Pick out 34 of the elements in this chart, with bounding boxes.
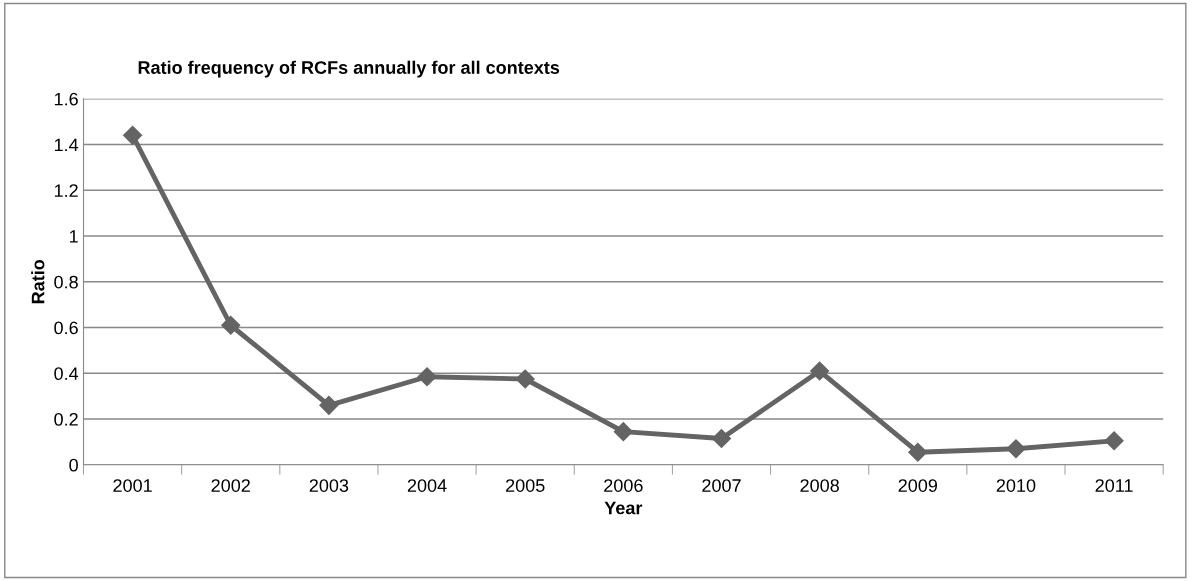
x-tick-label: 2006 bbox=[604, 479, 643, 492]
point bbox=[613, 422, 633, 442]
x-tick-label: 2010 bbox=[996, 479, 1036, 492]
x-tick-label: 2004 bbox=[407, 479, 447, 492]
x-tick-label: 2001 bbox=[113, 479, 152, 492]
y-tick-label: 1 bbox=[69, 230, 78, 243]
y-tick-label: 0.2 bbox=[54, 412, 78, 426]
y-tick-label: 1.4 bbox=[54, 138, 79, 152]
x-tick-label: 2003 bbox=[309, 479, 349, 492]
x-tick-label: 2005 bbox=[506, 479, 545, 492]
x-tick-label: 2009 bbox=[898, 479, 938, 492]
point bbox=[123, 125, 143, 145]
point bbox=[1104, 431, 1124, 451]
y-tick-label: 0.6 bbox=[54, 321, 78, 335]
point bbox=[515, 369, 535, 389]
point bbox=[319, 395, 339, 415]
y-tick-label: 0.8 bbox=[54, 275, 78, 289]
x-tick-label: 2011 bbox=[1095, 479, 1133, 492]
chart-title: Ratio frequency of RCFs annually for all contexts bbox=[138, 60, 560, 78]
y-tick-label: 0 bbox=[69, 458, 78, 472]
x-tick-label: 2008 bbox=[800, 479, 839, 492]
point bbox=[1006, 439, 1026, 459]
point bbox=[417, 367, 437, 387]
y-axis-title: Ratio bbox=[31, 259, 45, 304]
point bbox=[810, 361, 830, 381]
x-axis-title: Year bbox=[604, 501, 643, 515]
point bbox=[221, 315, 241, 335]
x-tick-label: 2007 bbox=[702, 479, 741, 492]
point bbox=[711, 428, 732, 449]
x-tick-label: 2002 bbox=[211, 479, 250, 492]
y-tick-label: 0.4 bbox=[54, 367, 79, 381]
point bbox=[908, 442, 928, 462]
y-tick-label: 1.2 bbox=[54, 184, 78, 197]
y-tick-label: 1.6 bbox=[54, 92, 78, 106]
